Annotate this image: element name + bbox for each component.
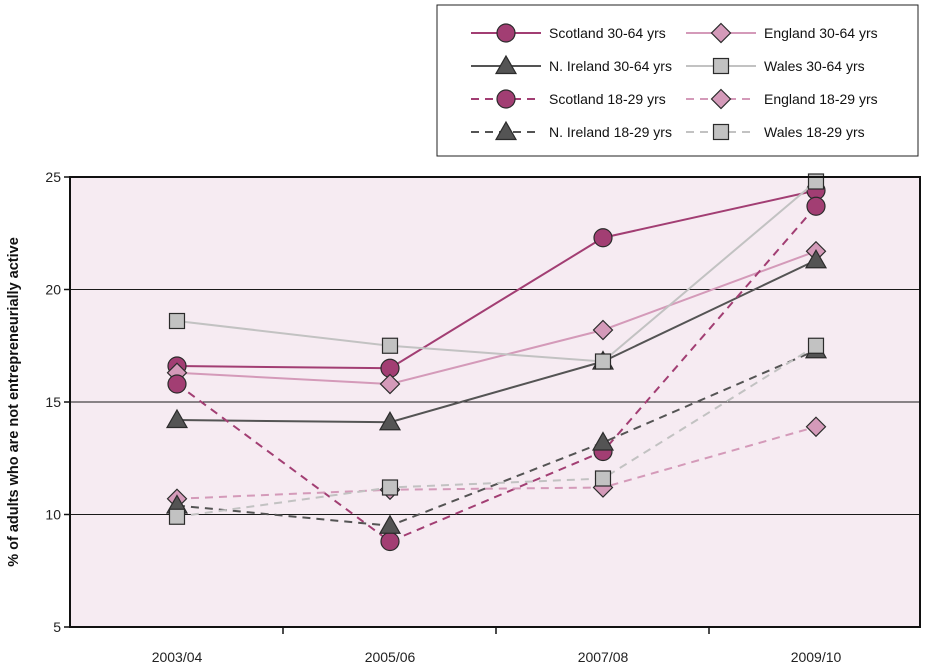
series-line-scotland-30-64-yrs	[176, 189, 817, 370]
data-point-scotland-30-64-yrs	[593, 228, 613, 248]
legend-item-n-ireland-18-29-yrs: N. Ireland 18-29 yrs	[471, 120, 672, 141]
data-point-wales-30-64-yrs	[381, 337, 399, 354]
series-layer	[165, 173, 828, 552]
series-line-wales-18-29-yrs	[176, 344, 817, 518]
legend-item-wales-30-64-yrs: Wales 30-64 yrs	[686, 57, 865, 75]
x-tick-label: 2003/04	[152, 649, 203, 664]
legend-label: Wales 18-29 yrs	[764, 124, 865, 140]
legend-marker	[496, 23, 516, 43]
data-point-wales-30-64-yrs	[594, 353, 612, 370]
x-tick-label: 2009/10	[791, 649, 842, 664]
legend-label: Scotland 30-64 yrs	[549, 25, 666, 41]
legend-item-england-18-29-yrs: England 18-29 yrs	[686, 88, 878, 110]
axes: 5 10 15 20 25 2003/04 2005/06 2007/08 2009/10	[45, 169, 921, 664]
legend-item-n-ireland-30-64-yrs: N. Ireland 30-64 yrs	[471, 54, 672, 75]
series-line-wales-30-64-yrs	[176, 180, 817, 363]
data-point-england-30-64-yrs	[592, 319, 614, 341]
legend-marker	[494, 54, 518, 75]
data-point-wales-18-29-yrs	[381, 479, 399, 496]
legend-label: N. Ireland 30-64 yrs	[549, 58, 672, 74]
plot-area	[70, 177, 920, 627]
series-line-scotland-18-29-yrs	[176, 205, 817, 543]
legend-item-wales-18-29-yrs: Wales 18-29 yrs	[686, 123, 865, 141]
data-point-n-ireland-30-64-yrs	[378, 411, 402, 431]
legend-marker	[496, 89, 516, 109]
data-point-wales-30-64-yrs	[168, 312, 186, 330]
legend-label: Wales 30-64 yrs	[764, 58, 865, 74]
y-tick-label: 25	[45, 169, 61, 185]
data-point-wales-18-29-yrs	[807, 337, 825, 354]
x-tick-label: 2005/06	[365, 649, 416, 664]
legend-item-scotland-18-29-yrs: Scotland 18-29 yrs	[471, 89, 666, 109]
data-point-scotland-18-29-yrs	[167, 374, 187, 394]
data-point-wales-18-29-yrs	[594, 470, 612, 487]
data-point-england-30-64-yrs	[379, 373, 401, 395]
series-line-n-ireland-30-64-yrs	[176, 259, 817, 424]
data-point-n-ireland-30-64-yrs	[165, 408, 189, 429]
legend-label: England 30-64 yrs	[764, 25, 878, 41]
data-point-scotland-18-29-yrs	[380, 531, 400, 552]
legend-label: Scotland 18-29 yrs	[549, 91, 666, 107]
series-line-england-30-64-yrs	[176, 250, 817, 386]
legend-marker	[712, 123, 730, 141]
y-tick-label: 15	[45, 394, 61, 410]
legend-marker	[710, 22, 732, 44]
legend: Scotland 30-64 yrs England 30-64 yrs N. Ir…	[436, 4, 919, 157]
series-line-england-18-29-yrs	[176, 425, 817, 500]
y-axis-title: % of adults who are not entrepreneuriall…	[6, 237, 22, 567]
data-point-england-18-29-yrs	[805, 416, 827, 438]
data-point-n-ireland-18-29-yrs	[591, 431, 615, 451]
legend-marker	[712, 57, 730, 75]
legend-item-england-30-64-yrs: England 30-64 yrs	[686, 22, 878, 44]
x-tick-label: 2007/08	[578, 649, 629, 664]
legend-box	[436, 4, 919, 157]
y-tick-label: 5	[53, 619, 61, 635]
legend-label: N. Ireland 18-29 yrs	[549, 124, 672, 140]
data-point-n-ireland-30-64-yrs	[804, 249, 828, 269]
y-tick-label: 10	[45, 507, 61, 523]
legend-label: England 18-29 yrs	[764, 91, 878, 107]
legend-marker	[710, 88, 732, 110]
series-wales-18-29-yrs	[168, 337, 825, 525]
legend-item-scotland-30-64-yrs: Scotland 30-64 yrs	[471, 23, 666, 43]
data-point-n-ireland-18-29-yrs	[378, 514, 402, 534]
data-point-scotland-18-29-yrs	[806, 196, 826, 216]
data-point-wales-18-29-yrs	[168, 508, 186, 525]
series-line-n-ireland-18-29-yrs	[176, 349, 817, 527]
legend-marker	[494, 120, 518, 141]
y-tick-label: 20	[45, 282, 61, 298]
